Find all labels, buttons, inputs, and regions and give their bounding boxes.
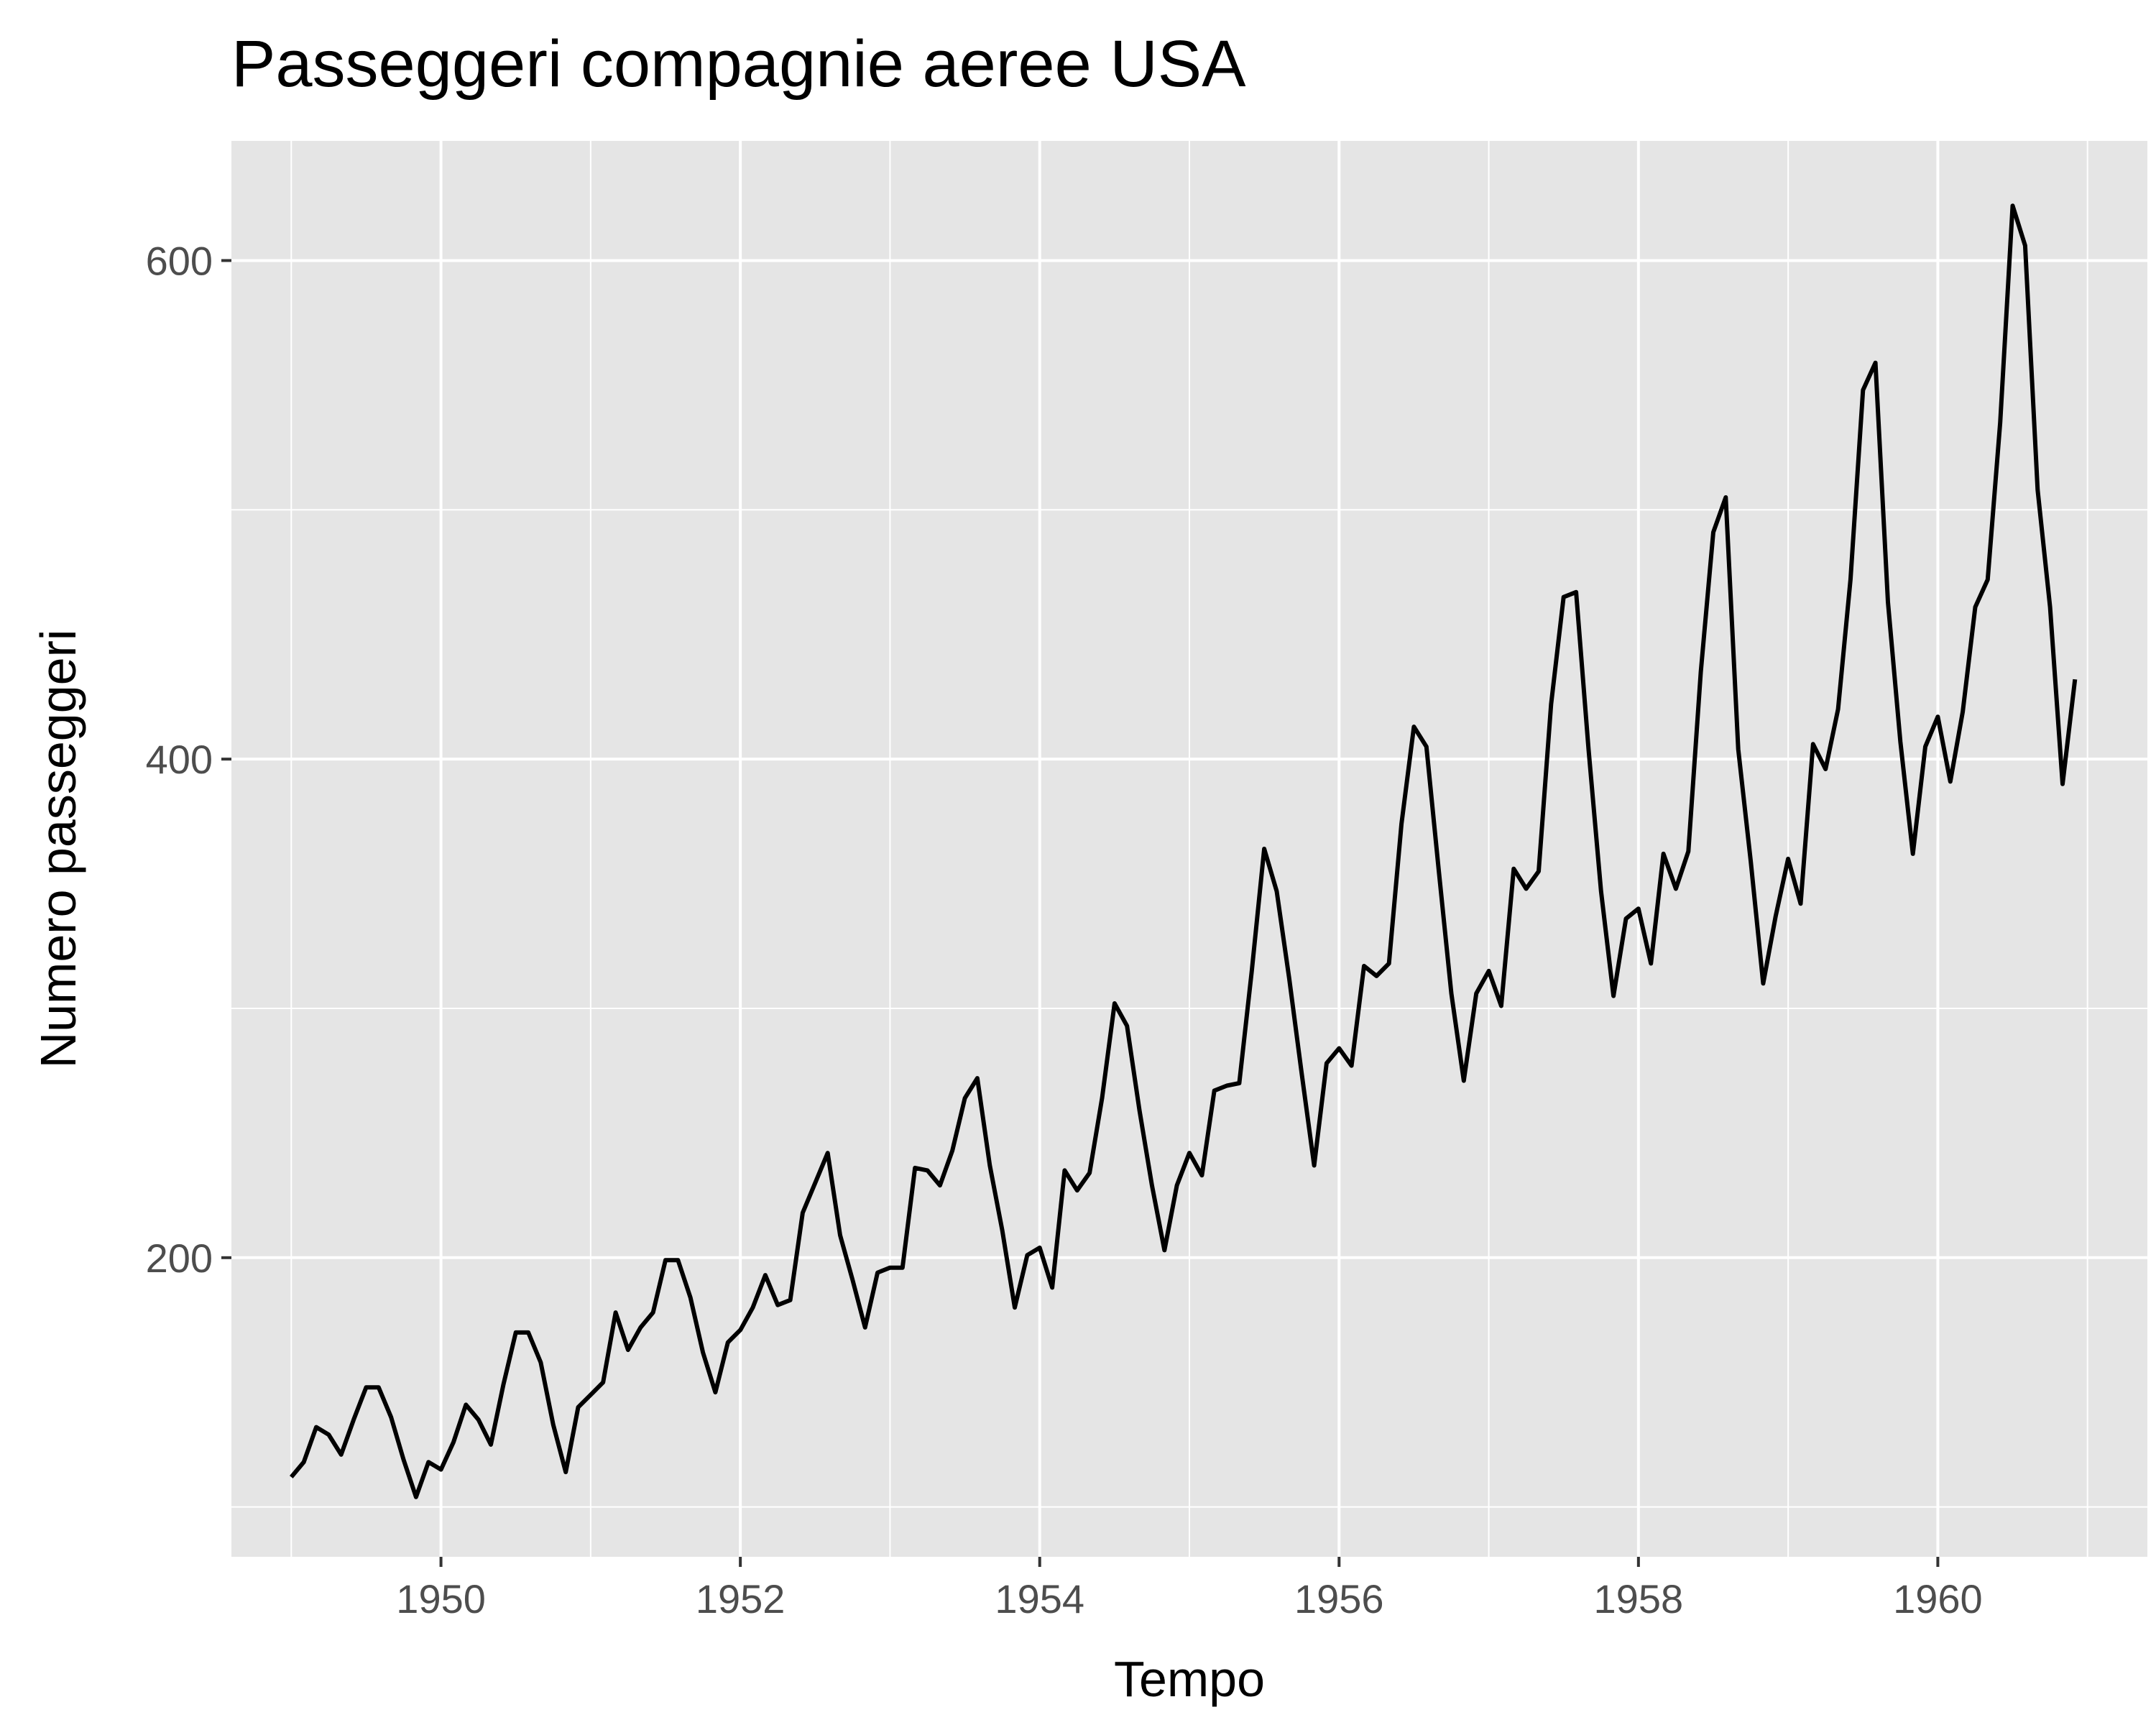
x-axis: 1950 1952 1954 1956 1958 1960 bbox=[396, 1557, 1983, 1622]
minor-grid bbox=[231, 141, 2147, 1557]
x-tick-label: 1958 bbox=[1594, 1576, 1684, 1622]
y-tick-label: 200 bbox=[146, 1236, 213, 1281]
x-axis-title: Tempo bbox=[1114, 1651, 1265, 1707]
x-tick-label: 1954 bbox=[995, 1576, 1084, 1622]
x-tick-label: 1956 bbox=[1294, 1576, 1384, 1622]
x-tick-label: 1952 bbox=[696, 1576, 786, 1622]
y-tick-label: 600 bbox=[146, 238, 213, 283]
y-axis: 200 400 600 bbox=[146, 238, 231, 1281]
major-grid bbox=[231, 141, 2147, 1557]
chart-title: Passeggeri compagnie aeree USA bbox=[231, 27, 1246, 101]
x-tick-label: 1950 bbox=[396, 1576, 486, 1622]
x-tick-label: 1960 bbox=[1893, 1576, 1983, 1622]
y-axis-title: Numero passeggeri bbox=[30, 630, 86, 1069]
passengers-series-line bbox=[289, 203, 2078, 1499]
y-tick-label: 400 bbox=[146, 737, 213, 782]
